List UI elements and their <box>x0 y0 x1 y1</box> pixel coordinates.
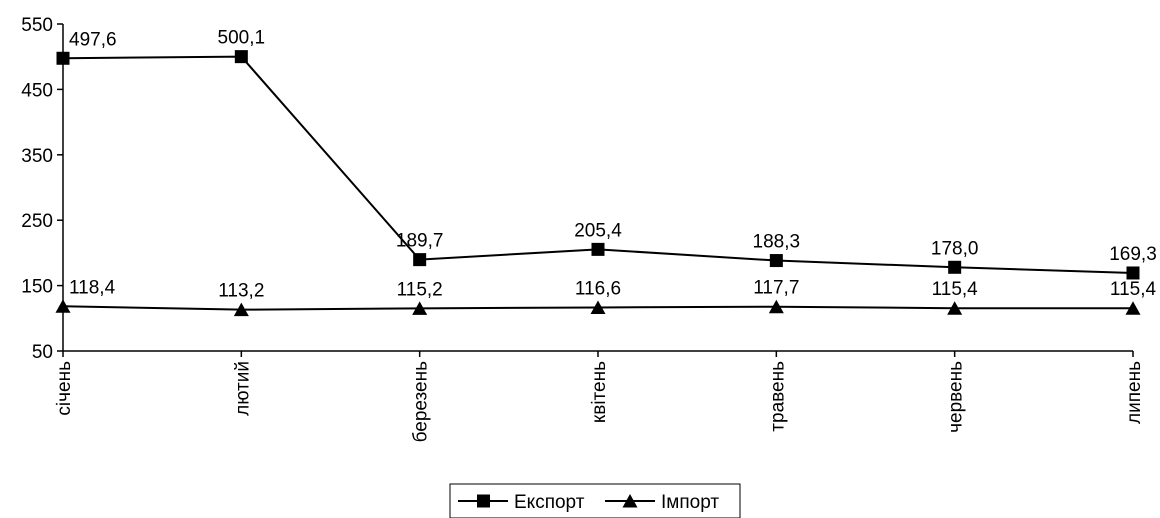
legend-export-square-icon <box>477 494 490 508</box>
legend-export-label: Експорт <box>514 492 585 513</box>
y-tick-label: 50 <box>32 342 53 363</box>
export-point <box>56 51 70 65</box>
y-tick-label: 550 <box>21 15 53 36</box>
x-tick-label: липень <box>1124 361 1145 424</box>
export-data-label: 178,0 <box>931 238 979 259</box>
import-data-label: 115,2 <box>397 279 443 300</box>
x-tick-label: лютий <box>232 361 253 416</box>
export-data-label: 189,7 <box>396 231 444 252</box>
x-axis: січень лютий березень квітень травень червень… <box>54 350 1145 443</box>
export-point <box>413 253 427 267</box>
y-axis: 50 150 250 350 450 550 <box>21 15 64 363</box>
import-point <box>590 300 606 314</box>
export-point <box>948 260 962 274</box>
legend-import-triangle-icon <box>622 494 638 508</box>
series-layer <box>55 50 1141 317</box>
import-data-label: 113,2 <box>218 281 264 302</box>
export-data-label: 500,1 <box>218 28 266 49</box>
import-data-label: 117,7 <box>753 278 799 299</box>
import-point <box>55 299 71 313</box>
export-data-label: 188,3 <box>753 232 801 253</box>
import-point <box>1125 301 1141 315</box>
export-data-label: 205,4 <box>574 220 622 241</box>
y-tick-label: 450 <box>21 80 53 101</box>
data-labels: 497,6 500,1 189,7 205,4 188,3 178,0 169,3 118,4… <box>69 28 1157 302</box>
x-tick-label: січень <box>54 361 75 416</box>
y-tick-label: 350 <box>21 146 53 167</box>
export-point <box>1126 266 1140 280</box>
import-point <box>768 299 784 314</box>
y-tick-label: 150 <box>21 277 53 298</box>
legend: Експорт Імпорт <box>449 483 741 518</box>
y-tick-label: 250 <box>21 211 53 232</box>
export-data-label: 169,3 <box>1109 244 1157 265</box>
export-point <box>769 254 783 268</box>
import-point <box>947 301 963 315</box>
legend-import-label: Імпорт <box>661 492 719 513</box>
x-tick-label: березень <box>411 361 432 443</box>
import-point <box>233 302 249 317</box>
import-point <box>412 301 428 315</box>
x-tick-label: травень <box>767 361 788 432</box>
x-tick-label: червень <box>946 361 967 433</box>
export-point <box>234 50 248 64</box>
export-data-label: 497,6 <box>69 29 117 50</box>
export-point <box>591 242 605 256</box>
x-tick-label: квітень <box>589 361 610 423</box>
import-data-label: 116,6 <box>575 278 621 299</box>
import-data-label: 115,4 <box>1110 279 1157 300</box>
import-data-label: 118,4 <box>69 277 116 298</box>
import-data-label: 115,4 <box>932 279 979 300</box>
